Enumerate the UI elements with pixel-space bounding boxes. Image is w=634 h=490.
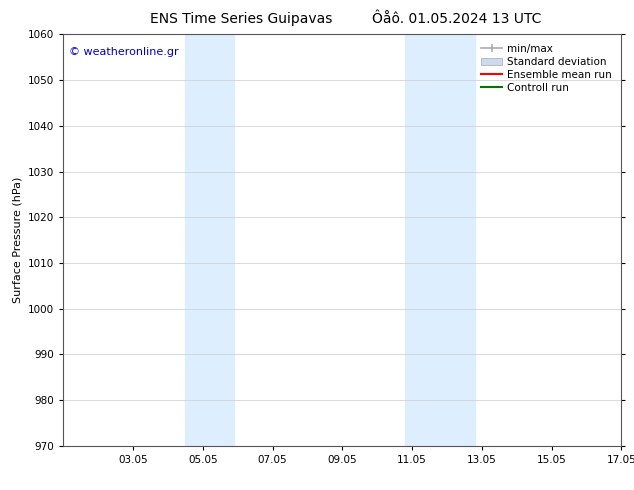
Text: ENS Time Series Guipavas: ENS Time Series Guipavas [150, 12, 332, 26]
Text: © weatheronline.gr: © weatheronline.gr [69, 47, 179, 57]
Legend: min/max, Standard deviation, Ensemble mean run, Controll run: min/max, Standard deviation, Ensemble me… [477, 40, 616, 97]
Y-axis label: Surface Pressure (hPa): Surface Pressure (hPa) [13, 177, 23, 303]
Bar [405, 34, 475, 446]
Bar [185, 34, 235, 446]
Text: Ôåô. 01.05.2024 13 UTC: Ôåô. 01.05.2024 13 UTC [372, 12, 541, 26]
